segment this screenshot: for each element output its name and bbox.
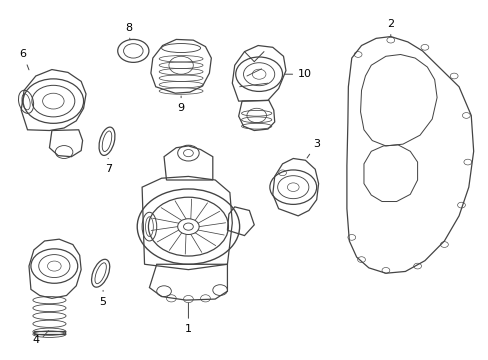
Text: 9: 9 xyxy=(177,96,184,113)
Text: 6: 6 xyxy=(20,49,29,70)
Text: 10: 10 xyxy=(285,69,311,79)
Text: 8: 8 xyxy=(124,23,132,40)
Text: 1: 1 xyxy=(184,303,191,334)
Text: 4: 4 xyxy=(33,334,40,345)
Text: 2: 2 xyxy=(386,19,393,37)
Text: 5: 5 xyxy=(100,291,106,307)
Text: 7: 7 xyxy=(105,158,112,174)
Text: 3: 3 xyxy=(306,139,320,158)
